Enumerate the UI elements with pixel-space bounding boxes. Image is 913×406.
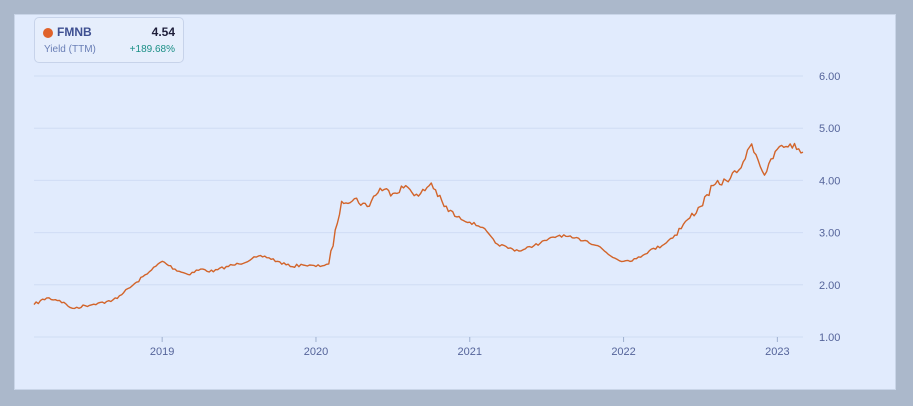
legend-change: +189.68% xyxy=(129,44,175,55)
series-color-dot xyxy=(43,28,53,38)
y-tick-label: 3.00 xyxy=(819,228,840,240)
legend-box[interactable]: FMNB 4.54 Yield (TTM) +189.68% xyxy=(34,17,184,63)
legend-metric: Yield (TTM) xyxy=(44,44,96,55)
x-tick-label: 2019 xyxy=(150,346,174,358)
y-tick-label: 2.00 xyxy=(819,280,840,292)
y-tick-label: 4.00 xyxy=(819,175,840,187)
x-tick-label: 2022 xyxy=(611,346,635,358)
legend-value: 4.54 xyxy=(151,25,175,39)
series-line-fmnb xyxy=(33,142,804,310)
y-tick-label: 6.00 xyxy=(819,71,840,83)
x-tick-label: 2021 xyxy=(458,346,482,358)
y-tick-label: 5.00 xyxy=(819,123,840,135)
x-tick-label: 2023 xyxy=(765,346,789,358)
y-tick-label: 1.00 xyxy=(819,332,840,344)
x-axis: 2019 2020 2021 2022 2023 xyxy=(150,337,790,358)
x-tick-label: 2020 xyxy=(304,346,328,358)
chart-panel xyxy=(14,14,896,390)
gridlines xyxy=(34,75,803,338)
y-axis: 1.00 2.00 3.00 4.00 5.00 6.00 xyxy=(819,71,840,344)
legend-ticker: FMNB xyxy=(57,25,92,39)
